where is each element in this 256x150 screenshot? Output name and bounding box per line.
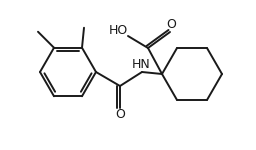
Text: O: O bbox=[166, 18, 176, 32]
Text: HO: HO bbox=[108, 24, 128, 38]
Text: HN: HN bbox=[132, 57, 150, 70]
Text: O: O bbox=[115, 108, 125, 122]
